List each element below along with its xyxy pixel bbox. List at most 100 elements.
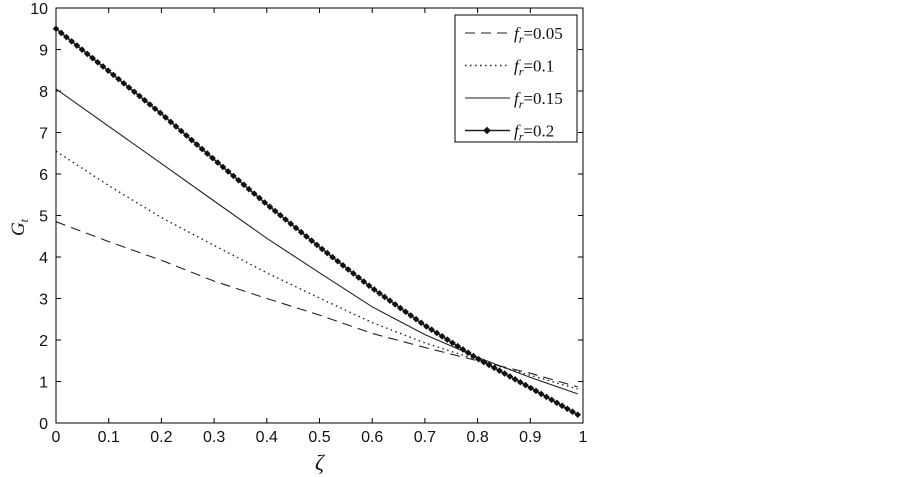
series-marker: [464, 349, 472, 357]
series-marker: [130, 88, 138, 96]
series-marker: [407, 312, 415, 319]
x-tick-label: 0.4: [256, 429, 278, 446]
x-tick-label: 0.9: [519, 429, 541, 446]
series-marker: [120, 80, 128, 87]
x-tick-label: 0.1: [98, 429, 120, 446]
series-marker: [209, 154, 216, 162]
legend-label-2: fr=0.15: [514, 89, 563, 111]
series-marker: [506, 373, 514, 380]
series-marker: [266, 203, 274, 211]
series-marker: [397, 304, 404, 312]
series-marker: [517, 378, 524, 386]
series-marker: [204, 150, 211, 157]
series-marker: [454, 342, 462, 350]
series-marker: [522, 381, 529, 389]
series-marker: [543, 393, 550, 401]
series-marker: [68, 38, 75, 45]
axis-ticks: 0 0.1 0.2 0.3 0.4 0.5 0.6 0.7 0.8 0.9 101234567891…: [30, 1, 587, 446]
series-line-1: [55, 150, 578, 390]
series-marker: [313, 241, 321, 249]
legend-label-main: f: [514, 24, 521, 43]
x-tick-label: 0.8: [466, 429, 488, 446]
series-marker: [485, 361, 493, 369]
series-marker: [63, 33, 70, 41]
y-tick-label: 9: [39, 43, 48, 60]
series-marker: [57, 29, 65, 37]
x-tick-label: 0.2: [150, 429, 172, 446]
legend-box: [454, 14, 578, 143]
series-marker: [297, 228, 305, 236]
series-marker: [334, 257, 342, 265]
series-marker: [188, 136, 195, 144]
y-tick-label: 1: [39, 375, 48, 392]
series-line-0: [55, 221, 578, 388]
series-marker: [501, 370, 508, 377]
legend-label-main: f: [514, 89, 521, 108]
series-marker: [438, 332, 446, 340]
series-marker: [527, 384, 535, 392]
x-tick-label: 0.3: [203, 429, 225, 446]
x-tick-label: 0: [52, 429, 61, 446]
series-marker: [428, 326, 435, 334]
series-marker: [386, 297, 394, 304]
x-axis-label: ζ: [315, 450, 326, 475]
series-marker: [162, 114, 169, 121]
y-axis-label-subscript: t: [17, 218, 31, 222]
series-layer: [52, 25, 582, 418]
series-marker: [381, 293, 388, 301]
series-marker: [94, 58, 102, 66]
series-marker: [553, 399, 561, 407]
series-marker: [360, 278, 368, 285]
y-tick-label: 2: [39, 333, 48, 350]
legend-label-value: =0.2: [523, 122, 554, 141]
series-marker: [78, 46, 86, 54]
y-tick-label: 4: [39, 250, 48, 267]
series-marker: [146, 101, 154, 108]
series-marker: [574, 411, 582, 418]
legend-label-1: fr=0.1: [514, 57, 554, 79]
series-marker: [287, 220, 295, 228]
series-marker: [224, 168, 232, 175]
series-marker: [84, 50, 91, 58]
x-tick-label: 0.6: [361, 429, 383, 446]
series-marker: [433, 329, 441, 337]
series-marker: [470, 352, 477, 360]
series-marker: [558, 402, 566, 410]
series-marker: [417, 319, 425, 327]
series-marker: [496, 367, 503, 375]
y-axis-label: Gt: [8, 218, 31, 236]
series-marker: [350, 270, 357, 277]
series-marker: [99, 63, 107, 70]
series-marker: [391, 301, 399, 308]
series-marker: [563, 405, 571, 413]
series-marker: [423, 323, 430, 330]
series-marker: [214, 159, 222, 166]
series-marker: [370, 286, 378, 293]
series-marker: [365, 282, 373, 289]
series-marker: [376, 289, 383, 297]
series-marker: [151, 105, 159, 113]
series-marker: [443, 336, 451, 343]
series-marker: [480, 358, 488, 366]
series-line-2: [55, 88, 578, 395]
series-marker: [177, 127, 185, 135]
x-tick-label: 0.5: [308, 429, 330, 446]
y-tick-label: 8: [39, 84, 48, 101]
series-marker: [449, 339, 456, 347]
series-marker: [318, 245, 326, 253]
series-marker: [157, 109, 164, 117]
series-marker: [355, 274, 362, 281]
series-marker: [282, 216, 289, 223]
series-marker: [277, 211, 284, 219]
series-marker: [89, 54, 96, 62]
series-marker: [250, 190, 258, 197]
series-marker: [475, 355, 482, 363]
series-marker: [402, 308, 409, 316]
series-marker: [172, 123, 180, 130]
legend-label-value: =0.05: [523, 24, 562, 43]
x-tick-label: 0.7: [414, 429, 436, 446]
plot-frame: [55, 7, 584, 424]
series-marker: [511, 376, 519, 383]
series-marker: [73, 42, 81, 49]
